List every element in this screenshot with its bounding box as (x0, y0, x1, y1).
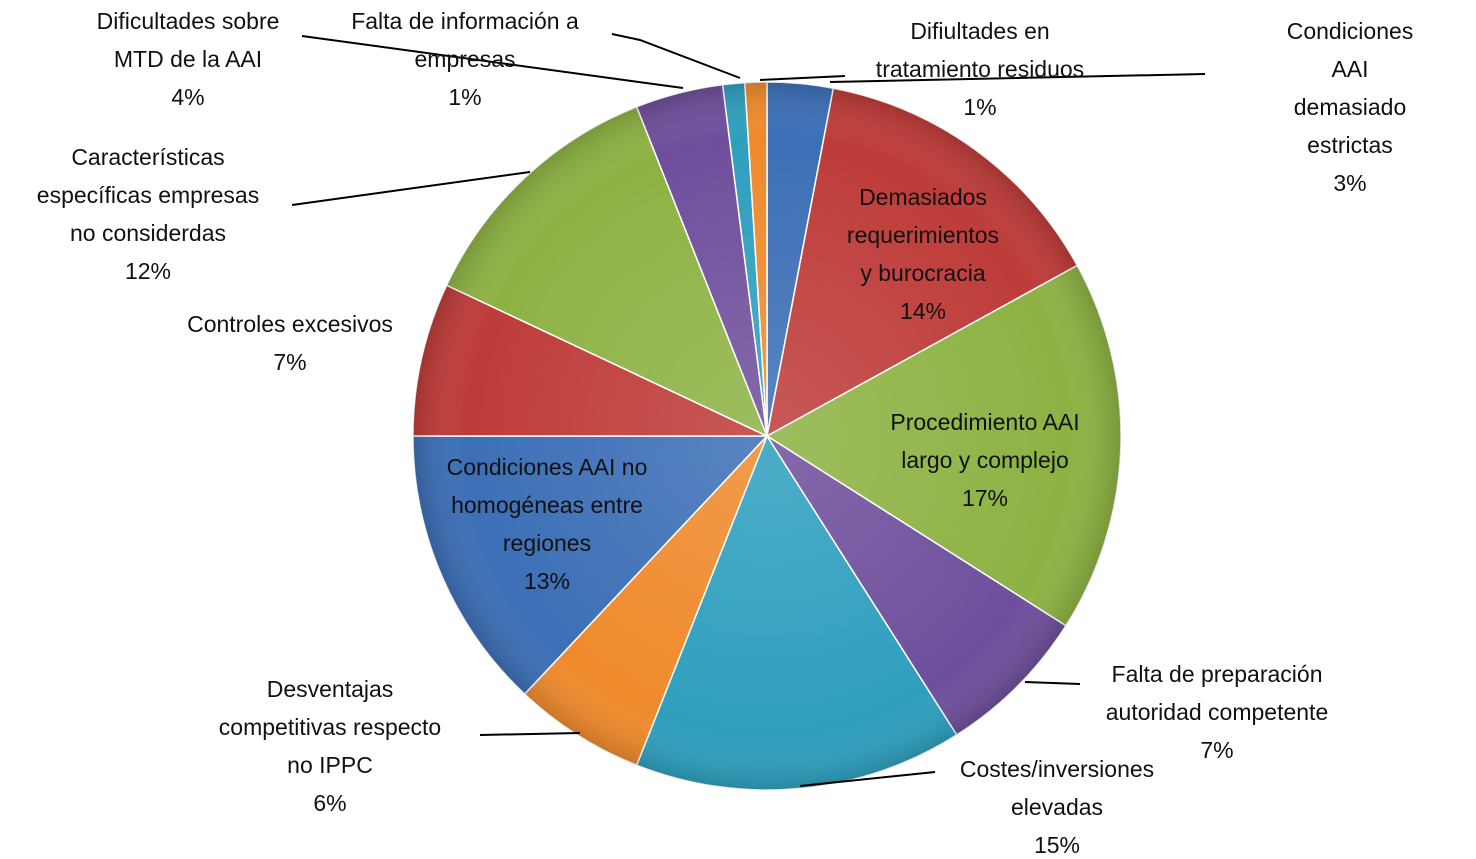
slice-label: Condiciones AAI demasiado estrictas 3% (1287, 12, 1414, 202)
value-label: 1% (448, 84, 482, 110)
value-label: 7% (1200, 737, 1234, 763)
slice-label: Falta de información a empresas 1% (351, 2, 579, 116)
leader-line (799, 771, 936, 787)
leader-line (759, 75, 846, 81)
value-label: 6% (313, 790, 347, 816)
category-label: Falta de preparación autoridad competent… (1105, 661, 1329, 725)
leader-line (611, 33, 741, 79)
value-label: 15% (1033, 832, 1081, 858)
slice-label: Falta de preparación autoridad competent… (1106, 655, 1329, 769)
value-label: 13% (523, 568, 571, 594)
category-label: Condiciones AAI no homogéneas entre regi… (446, 454, 648, 556)
slice-label: Características específicas empresas no … (37, 138, 259, 290)
category-label: Dificultades sobre MTD de la AAI (96, 8, 280, 72)
slice-label: Difiultades en tratamiento residuos 1% (876, 12, 1084, 126)
slice-label: Condiciones AAI no homogéneas entre regi… (447, 448, 648, 600)
category-label: Difiultades en tratamiento residuos (875, 18, 1085, 82)
category-label: Demasiados requerimientos y burocracia (846, 184, 1000, 286)
value-label: 17% (961, 485, 1009, 511)
slice-label: Controles excesivos 7% (187, 305, 393, 381)
leader-line (479, 732, 581, 736)
value-label: 7% (273, 349, 307, 375)
value-label: 12% (124, 258, 172, 284)
category-label: Costes/inversiones elevadas (959, 756, 1155, 820)
slice-label: Desventajas competitivas respecto no IPP… (219, 670, 441, 822)
slice-label: Costes/inversiones elevadas 15% (960, 750, 1154, 859)
leader-line (291, 171, 531, 206)
leader-line (829, 73, 1206, 83)
leader-line (1024, 681, 1081, 685)
value-label: 14% (899, 298, 947, 324)
category-label: Procedimiento AAI largo y complejo (890, 409, 1080, 473)
category-label: Características específicas empresas no … (36, 144, 260, 246)
leader-lines (291, 33, 1206, 787)
slice-label: Demasiados requerimientos y burocracia 14… (847, 178, 999, 330)
category-label: Controles excesivos (187, 311, 393, 337)
value-label: 3% (1333, 170, 1367, 196)
category-label: Desventajas competitivas respecto no IPP… (218, 676, 442, 778)
leader-line (301, 35, 684, 89)
category-label: Falta de información a empresas (351, 8, 579, 72)
value-label: 4% (171, 84, 205, 110)
value-label: 1% (963, 94, 997, 120)
slice-label: Dificultades sobre MTD de la AAI 4% (97, 2, 280, 116)
category-label: Condiciones AAI demasiado estrictas (1286, 18, 1414, 158)
slice-label: Procedimiento AAI largo y complejo 17% (890, 403, 1079, 517)
